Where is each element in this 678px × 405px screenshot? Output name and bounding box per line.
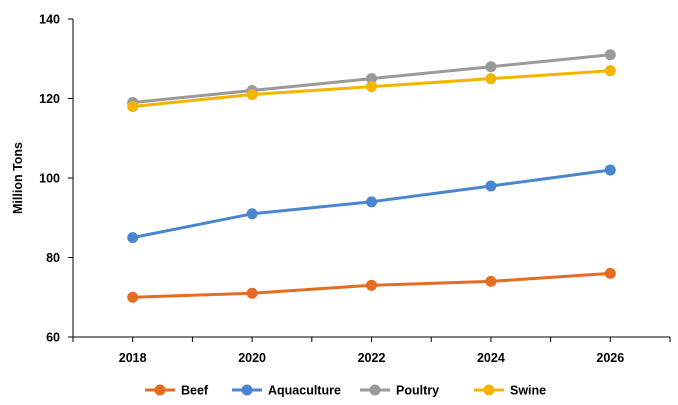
data-point-swine [246,89,258,101]
legend-item-swine: Swine [474,384,546,398]
legend-label-beef: Beef [181,384,209,398]
series-beef [127,267,616,303]
data-point-aquaculture [366,196,377,208]
data-point-swine [127,100,139,112]
y-tick-label: 120 [39,92,60,106]
data-point-swine [366,81,377,93]
legend-item-beef: Beef [145,384,209,398]
x-tick-label: 2022 [358,351,386,365]
data-point-beef [604,267,616,279]
data-point-aquaculture [127,232,139,244]
x-tick-label: 2024 [477,351,505,365]
y-tick-label: 60 [46,331,60,345]
data-point-beef [485,275,497,287]
data-point-poultry [604,49,616,61]
legend-marker-beef [154,384,166,396]
legend-item-aquaculture: Aquaculture [232,384,341,398]
legend-marker-swine [483,384,495,396]
x-tick-label: 2026 [596,351,624,365]
data-point-beef [246,287,258,299]
data-point-swine [485,73,497,85]
x-tick-label: 2020 [238,351,266,365]
data-point-poultry [485,61,497,73]
series-swine [127,65,616,112]
legend: Beef Aquaculture Poultry Swine [145,384,546,398]
data-point-swine [604,65,616,77]
legend-label-aquaculture: Aquaculture [268,384,341,398]
legend-label-swine: Swine [510,384,546,398]
legend-marker-poultry [369,384,381,396]
y-tick-label: 80 [46,251,60,265]
y-axis-title: Million Tons [11,142,25,214]
axes: 60 80 100 120 140 2018 2020 2022 2024 2026 [39,13,671,365]
legend-item-poultry: Poultry [360,384,439,398]
data-point-aquaculture [246,208,258,220]
data-point-aquaculture [485,180,497,192]
data-point-aquaculture [604,164,616,176]
y-tick-label: 140 [39,13,60,27]
series-group [127,49,616,303]
legend-label-poultry: Poultry [396,384,439,398]
data-point-poultry [366,73,377,85]
series-aquaculture [127,164,616,244]
data-point-beef [366,279,377,291]
x-tick-label: 2018 [119,351,147,365]
data-point-beef [127,291,139,303]
legend-marker-aquaculture [241,384,253,396]
y-tick-label: 100 [39,172,60,186]
